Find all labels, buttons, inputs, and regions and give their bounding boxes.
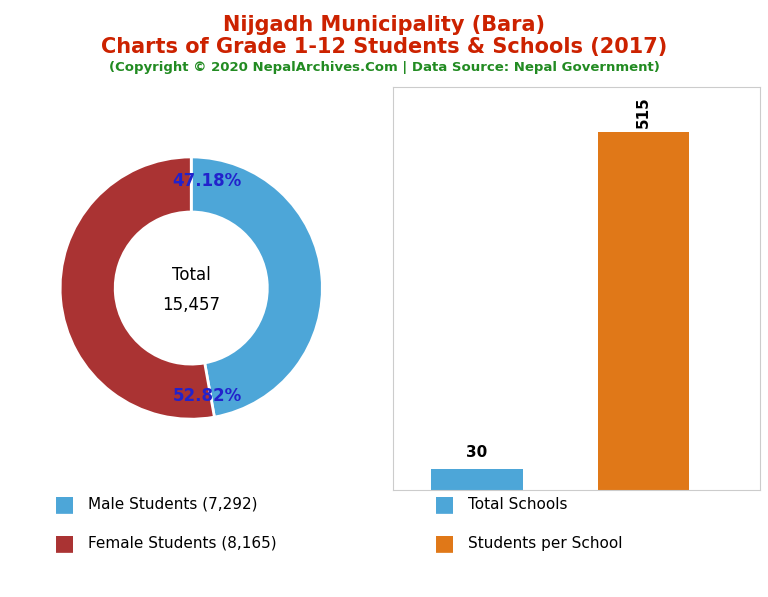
- Text: ■: ■: [54, 533, 74, 553]
- Text: 15,457: 15,457: [162, 296, 220, 314]
- Text: ■: ■: [434, 533, 455, 553]
- Text: Total Schools: Total Schools: [468, 497, 568, 512]
- Text: ■: ■: [434, 494, 455, 515]
- Wedge shape: [191, 157, 323, 417]
- Text: (Copyright © 2020 NepalArchives.Com | Data Source: Nepal Government): (Copyright © 2020 NepalArchives.Com | Da…: [108, 61, 660, 74]
- Text: Female Students (8,165): Female Students (8,165): [88, 536, 277, 551]
- Text: 515: 515: [636, 97, 651, 128]
- Bar: [598, 132, 690, 490]
- Text: Nijgadh Municipality (Bara): Nijgadh Municipality (Bara): [223, 15, 545, 35]
- Bar: [431, 469, 522, 490]
- Text: ■: ■: [54, 494, 74, 515]
- Text: 30: 30: [466, 445, 487, 460]
- Wedge shape: [60, 157, 214, 419]
- Text: Charts of Grade 1-12 Students & Schools (2017): Charts of Grade 1-12 Students & Schools …: [101, 37, 667, 57]
- Text: 52.82%: 52.82%: [172, 387, 242, 405]
- Text: Students per School: Students per School: [468, 536, 623, 551]
- Text: Total: Total: [172, 266, 210, 284]
- Text: 47.18%: 47.18%: [172, 171, 242, 189]
- Text: Male Students (7,292): Male Students (7,292): [88, 497, 258, 512]
